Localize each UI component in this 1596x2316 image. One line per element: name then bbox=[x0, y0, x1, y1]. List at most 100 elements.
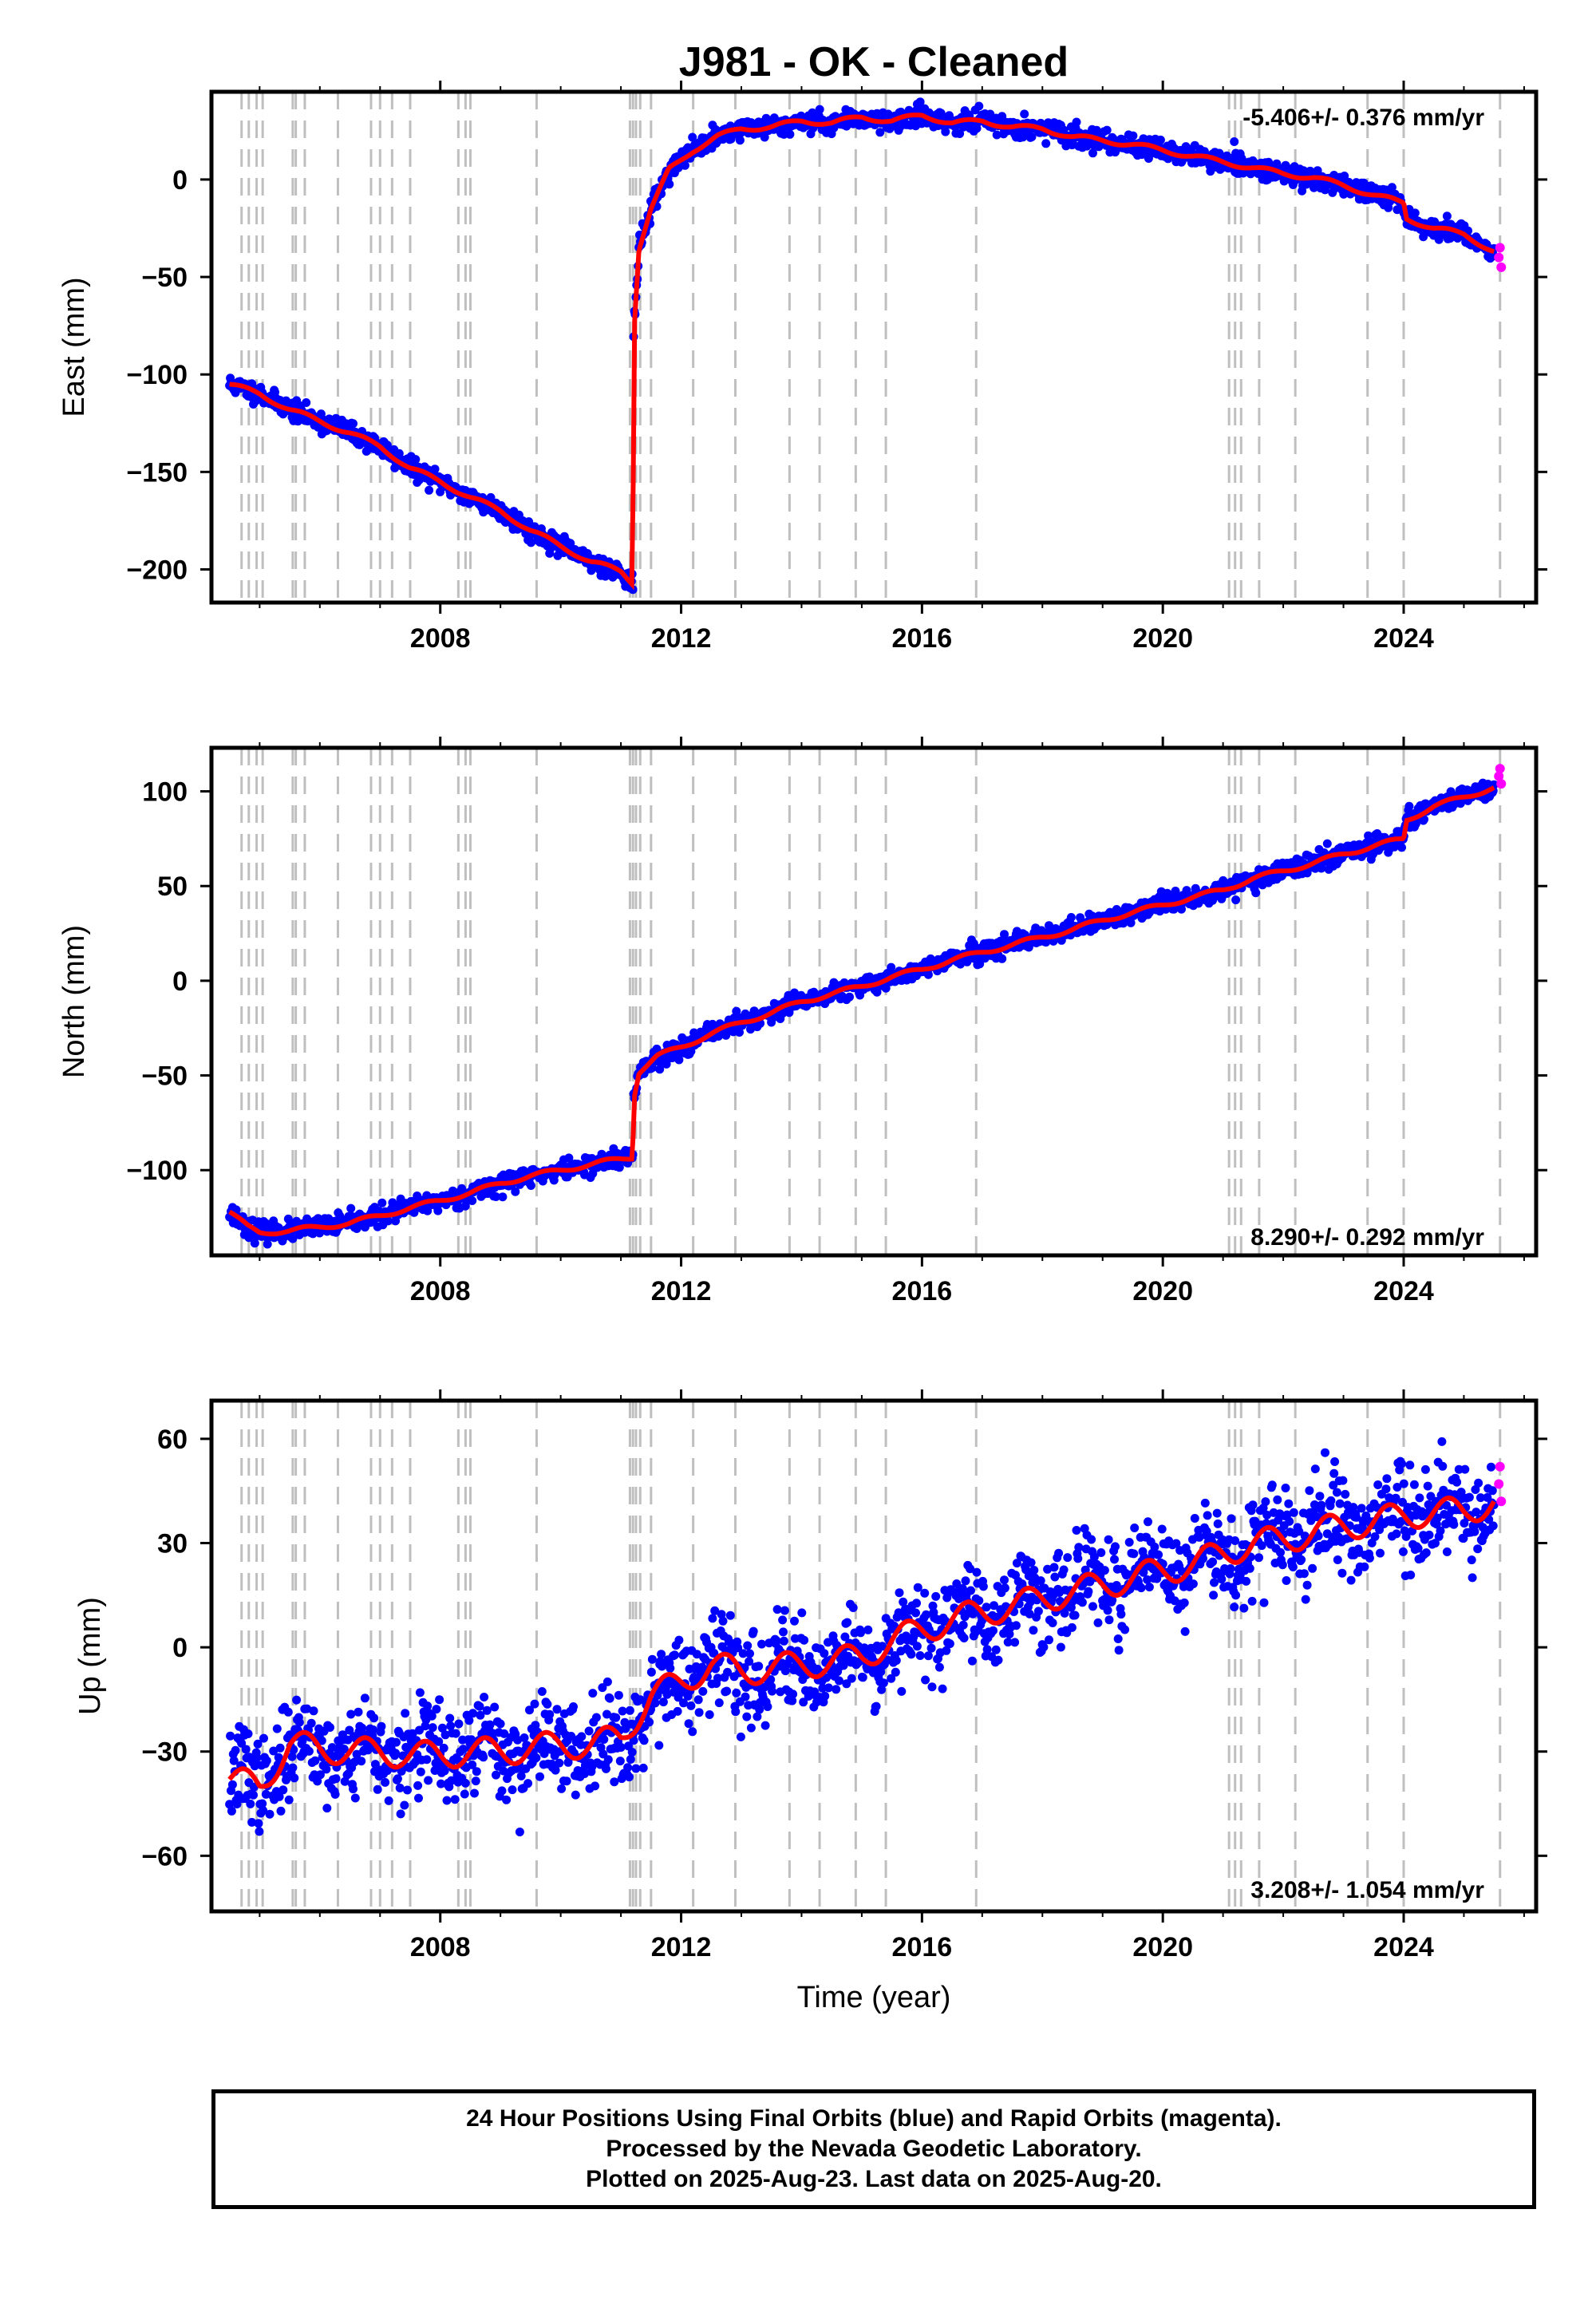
panel-north-ylabel: North (mm) bbox=[57, 925, 91, 1078]
panel-up-point bbox=[287, 1752, 297, 1761]
panel-up-point bbox=[615, 1757, 625, 1766]
panel-up-point bbox=[447, 1776, 456, 1785]
panel-up-point bbox=[304, 1746, 314, 1756]
panel-up-point bbox=[460, 1778, 470, 1788]
panel-up-point bbox=[360, 1694, 369, 1703]
panel-up-point bbox=[934, 1662, 944, 1672]
panel-up-point bbox=[899, 1597, 908, 1607]
panel-up-point bbox=[254, 1819, 263, 1828]
panel-up-point bbox=[258, 1799, 267, 1808]
panel-up-point bbox=[631, 1764, 641, 1773]
panel-up-point bbox=[1077, 1598, 1087, 1607]
panel-up-point bbox=[1029, 1626, 1038, 1635]
panel-east-point bbox=[1156, 135, 1165, 144]
panel-north-xtick-label: 2012 bbox=[651, 1276, 712, 1306]
panel-east-point bbox=[875, 128, 885, 137]
panel-up-point bbox=[732, 1688, 741, 1697]
panel-up-point bbox=[972, 1567, 982, 1577]
panel-north-point bbox=[526, 1181, 535, 1190]
panel-up-point bbox=[763, 1702, 772, 1711]
panel-up-point bbox=[863, 1625, 873, 1634]
panel-east-rapid-point bbox=[1495, 243, 1505, 253]
panel-north-point bbox=[845, 992, 854, 1002]
panel-up-point bbox=[413, 1780, 423, 1790]
panel-up-point bbox=[422, 1755, 432, 1765]
panel-east-xtick-label: 2020 bbox=[1132, 623, 1193, 654]
panel-up-point bbox=[1003, 1638, 1013, 1647]
panel-up-point bbox=[878, 1642, 887, 1651]
panel-up-point bbox=[317, 1736, 326, 1745]
panel-east-point bbox=[665, 180, 674, 189]
panel-up-point bbox=[760, 1721, 770, 1730]
panel-up-point bbox=[516, 1771, 526, 1780]
panel-up-point bbox=[621, 1724, 630, 1733]
panel-north-point bbox=[564, 1153, 574, 1163]
panel-up-point bbox=[912, 1642, 922, 1651]
panel-up-point bbox=[780, 1666, 790, 1676]
panel-up-point bbox=[718, 1616, 728, 1626]
panel-up-point bbox=[467, 1735, 476, 1745]
panel-up-point bbox=[742, 1712, 752, 1721]
panel-east-xtick-label: 2016 bbox=[892, 623, 953, 654]
panel-up-point bbox=[654, 1741, 664, 1750]
panel-up-point bbox=[500, 1729, 509, 1738]
panel-north-rapid bbox=[1494, 764, 1507, 789]
panel-up-point bbox=[692, 1650, 701, 1659]
panel-north-point bbox=[735, 1028, 744, 1037]
panel-up-point bbox=[966, 1564, 975, 1574]
panel-north-ytick-label: 0 bbox=[172, 966, 188, 997]
panel-up-point bbox=[226, 1731, 235, 1741]
panel-up-point bbox=[871, 1701, 881, 1711]
panel-up-point bbox=[1150, 1542, 1159, 1551]
panel-up-point bbox=[723, 1667, 733, 1677]
panel-up-point bbox=[921, 1675, 930, 1685]
panel-up-point bbox=[958, 1620, 968, 1630]
panel-up-point bbox=[584, 1726, 594, 1736]
panel-up-point bbox=[1136, 1583, 1146, 1593]
panel-up-point bbox=[1074, 1543, 1084, 1552]
panel-up-point bbox=[1144, 1517, 1152, 1527]
panel-up-point bbox=[877, 1685, 887, 1694]
panel-up-point bbox=[279, 1785, 288, 1795]
panel-up-point bbox=[543, 1699, 552, 1709]
panel-up-point bbox=[938, 1684, 947, 1694]
panel-east-point bbox=[1419, 232, 1428, 242]
panel-up-point bbox=[1048, 1618, 1057, 1627]
panel-north-point bbox=[614, 1163, 624, 1172]
panel-up-point bbox=[755, 1705, 764, 1714]
panel-up-point bbox=[427, 1711, 437, 1721]
panel-north-point bbox=[346, 1203, 356, 1213]
panel-east-rapid bbox=[1494, 243, 1507, 272]
panel-up-point bbox=[229, 1756, 239, 1765]
panel-up-point bbox=[377, 1721, 386, 1731]
panel-up-point bbox=[349, 1784, 358, 1794]
panel-up-point bbox=[401, 1709, 410, 1718]
panel-east-point bbox=[1128, 131, 1138, 140]
panel-up-point bbox=[276, 1806, 286, 1816]
panel-up-point bbox=[265, 1809, 275, 1819]
panel-north-point bbox=[998, 954, 1007, 963]
panel-up-point bbox=[283, 1707, 293, 1717]
panel-up-point bbox=[679, 1698, 688, 1708]
panel-east-ytick-label: 0 bbox=[172, 165, 188, 196]
panel-up-point bbox=[1059, 1565, 1069, 1575]
panel-east-point bbox=[394, 449, 404, 458]
panel-up-point bbox=[942, 1646, 951, 1655]
panel-up-point bbox=[567, 1732, 576, 1741]
panel-east-point bbox=[992, 130, 1001, 140]
panel-up-point bbox=[1100, 1566, 1109, 1575]
panel-up-point bbox=[646, 1667, 656, 1677]
panel-up-point bbox=[480, 1693, 489, 1701]
panel-up-point bbox=[227, 1806, 236, 1816]
panel-east-point bbox=[1321, 185, 1329, 195]
panel-up-point bbox=[993, 1582, 1002, 1591]
panel-up-point bbox=[1130, 1524, 1140, 1532]
panel-up-point bbox=[508, 1785, 517, 1795]
panel-up-point bbox=[645, 1717, 654, 1727]
panel-up-point bbox=[1000, 1583, 1009, 1593]
panel-up-point bbox=[269, 1746, 279, 1756]
panel-east-rapid-point bbox=[1494, 252, 1504, 263]
panel-up-point bbox=[339, 1745, 349, 1754]
panel-north-point bbox=[468, 1196, 477, 1205]
